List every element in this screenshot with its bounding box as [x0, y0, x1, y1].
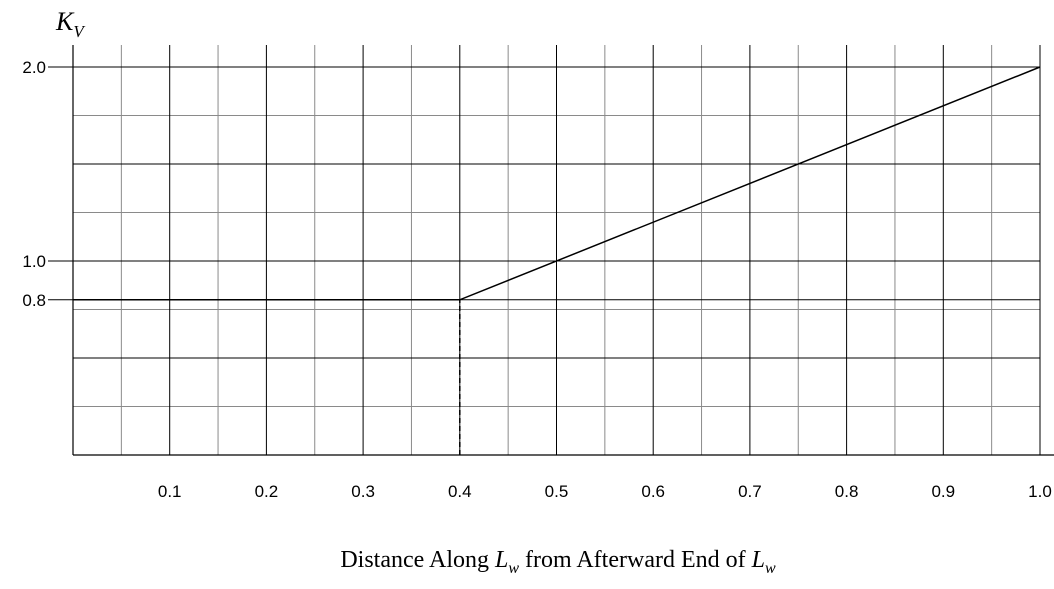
x-axis-label-prefix: Distance Along	[340, 547, 495, 573]
x-tick-label: 0.2	[255, 482, 279, 501]
x-tick-label: 0.4	[448, 482, 472, 501]
x-tick-label: 0.9	[931, 482, 955, 501]
x-tick-label: 0.6	[641, 482, 665, 501]
y-tick-label: 1.0	[22, 252, 46, 271]
x-tick-label: 0.7	[738, 482, 762, 501]
axes	[48, 45, 1054, 456]
x-axis-label-middle: from Afterward End of	[519, 547, 752, 573]
y-tick-label: 2.0	[22, 58, 46, 77]
x-tick-label: 0.5	[545, 482, 569, 501]
x-axis-label-sub2: w	[765, 560, 776, 577]
x-axis-label-sub1: w	[508, 560, 519, 577]
major-gridlines	[73, 45, 1041, 455]
y-tick-label: 0.8	[22, 291, 46, 310]
series-group	[73, 66, 1041, 455]
y-axis-label-main: K	[55, 7, 75, 36]
x-tick-label: 0.3	[351, 482, 375, 501]
y-axis-label: KV	[55, 7, 86, 41]
kv-line	[73, 66, 1041, 301]
x-axis-label-sym2: L	[751, 547, 765, 573]
y-axis-label-sub: V	[73, 22, 86, 41]
x-axis-label-sym1: L	[494, 547, 508, 573]
x-tick-label: 0.1	[158, 482, 182, 501]
x-tick-label: 0.8	[835, 482, 859, 501]
x-tick-label: 1.0	[1028, 482, 1052, 501]
tick-labels: 0.8 1.0 2.0 0.1 0.2 0.3 0.4 0.5 0.6 0.7 0.8 0.9 1.0	[22, 58, 1051, 501]
x-axis-label: Distance Along Lw from Afterward End of …	[340, 547, 776, 577]
